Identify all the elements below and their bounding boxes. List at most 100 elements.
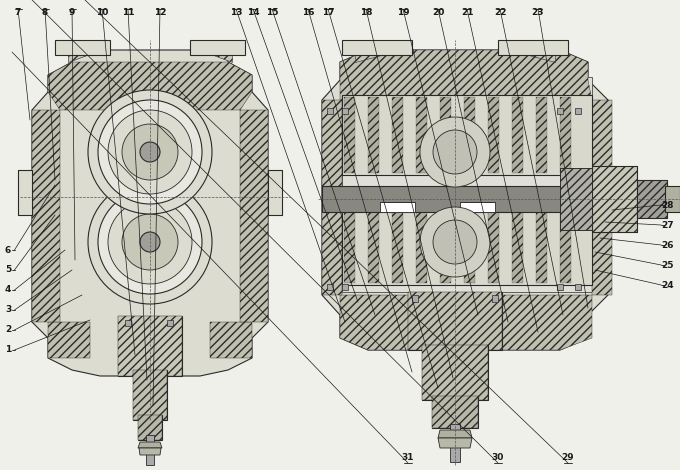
Polygon shape bbox=[560, 168, 592, 230]
Text: 29: 29 bbox=[562, 453, 575, 462]
Bar bbox=[118, 316, 182, 376]
Bar bbox=[55, 40, 110, 55]
Polygon shape bbox=[432, 396, 478, 428]
Bar bbox=[133, 370, 167, 420]
Bar bbox=[460, 202, 495, 212]
Text: 6: 6 bbox=[5, 245, 11, 254]
Text: B: B bbox=[157, 111, 233, 209]
Polygon shape bbox=[560, 207, 571, 283]
Bar bbox=[665, 186, 680, 212]
Polygon shape bbox=[355, 42, 400, 62]
Polygon shape bbox=[344, 207, 355, 283]
Text: 20: 20 bbox=[432, 8, 444, 17]
Circle shape bbox=[433, 220, 477, 264]
Text: 17: 17 bbox=[322, 8, 335, 17]
Bar bbox=[125, 320, 131, 326]
Bar bbox=[575, 284, 581, 290]
Text: 24: 24 bbox=[662, 281, 675, 290]
Circle shape bbox=[420, 117, 490, 187]
Bar bbox=[342, 77, 592, 292]
Bar bbox=[342, 284, 348, 290]
Polygon shape bbox=[512, 207, 523, 283]
Bar bbox=[637, 180, 667, 218]
Bar bbox=[592, 184, 667, 214]
Polygon shape bbox=[240, 110, 268, 322]
Polygon shape bbox=[210, 322, 252, 358]
Circle shape bbox=[88, 90, 212, 214]
Bar bbox=[167, 320, 173, 326]
Polygon shape bbox=[440, 207, 451, 283]
Bar bbox=[342, 40, 412, 55]
Polygon shape bbox=[416, 207, 427, 283]
Text: 2: 2 bbox=[5, 326, 11, 335]
Bar bbox=[450, 424, 460, 462]
Circle shape bbox=[98, 100, 202, 204]
Bar bbox=[342, 108, 348, 114]
Polygon shape bbox=[139, 448, 161, 455]
Bar bbox=[342, 95, 592, 175]
Text: 18: 18 bbox=[360, 8, 372, 17]
Circle shape bbox=[122, 124, 178, 180]
Polygon shape bbox=[118, 316, 182, 376]
Text: 30: 30 bbox=[492, 453, 504, 462]
Text: 22: 22 bbox=[494, 8, 506, 17]
Bar bbox=[322, 186, 662, 212]
Polygon shape bbox=[536, 207, 547, 283]
Text: 1: 1 bbox=[5, 345, 11, 354]
Bar bbox=[557, 284, 563, 290]
Text: 7: 7 bbox=[15, 8, 21, 17]
Polygon shape bbox=[32, 110, 60, 322]
Circle shape bbox=[140, 232, 160, 252]
Polygon shape bbox=[200, 42, 232, 62]
Bar bbox=[592, 166, 637, 232]
Text: 4: 4 bbox=[5, 285, 11, 295]
Text: 北恒: 北恒 bbox=[428, 92, 452, 112]
Circle shape bbox=[140, 142, 160, 162]
Circle shape bbox=[420, 207, 490, 277]
Text: 28: 28 bbox=[662, 201, 675, 210]
Polygon shape bbox=[340, 50, 592, 100]
Polygon shape bbox=[416, 97, 427, 173]
Text: 31: 31 bbox=[402, 453, 414, 462]
Polygon shape bbox=[488, 207, 499, 283]
Polygon shape bbox=[340, 295, 592, 350]
Text: 27: 27 bbox=[662, 220, 675, 229]
Text: 北: 北 bbox=[188, 83, 203, 107]
Polygon shape bbox=[138, 442, 162, 448]
Polygon shape bbox=[422, 345, 488, 400]
Circle shape bbox=[433, 130, 477, 174]
Bar bbox=[327, 284, 333, 290]
Bar bbox=[557, 108, 563, 114]
Polygon shape bbox=[68, 42, 100, 62]
Text: 13: 13 bbox=[230, 8, 242, 17]
Polygon shape bbox=[392, 207, 403, 283]
Bar bbox=[412, 295, 418, 302]
Polygon shape bbox=[133, 370, 167, 420]
Bar bbox=[408, 292, 502, 350]
Bar bbox=[18, 170, 32, 215]
Bar bbox=[327, 108, 333, 114]
Text: 14: 14 bbox=[247, 8, 259, 17]
Circle shape bbox=[122, 214, 178, 270]
Polygon shape bbox=[368, 97, 379, 173]
Polygon shape bbox=[48, 322, 90, 358]
Bar bbox=[592, 166, 637, 232]
Polygon shape bbox=[368, 207, 379, 283]
Text: 5: 5 bbox=[5, 266, 11, 274]
Polygon shape bbox=[322, 50, 608, 350]
Polygon shape bbox=[592, 100, 612, 295]
Polygon shape bbox=[438, 430, 472, 438]
Bar bbox=[432, 396, 478, 428]
Polygon shape bbox=[440, 97, 451, 173]
Polygon shape bbox=[560, 97, 571, 173]
Polygon shape bbox=[392, 97, 403, 173]
Bar bbox=[342, 205, 592, 285]
Text: 25: 25 bbox=[662, 260, 675, 269]
Text: 3: 3 bbox=[5, 306, 11, 314]
Polygon shape bbox=[488, 97, 499, 173]
Polygon shape bbox=[438, 438, 472, 448]
Polygon shape bbox=[322, 100, 342, 295]
Polygon shape bbox=[268, 170, 282, 215]
Bar bbox=[422, 345, 488, 400]
Bar bbox=[575, 108, 581, 114]
